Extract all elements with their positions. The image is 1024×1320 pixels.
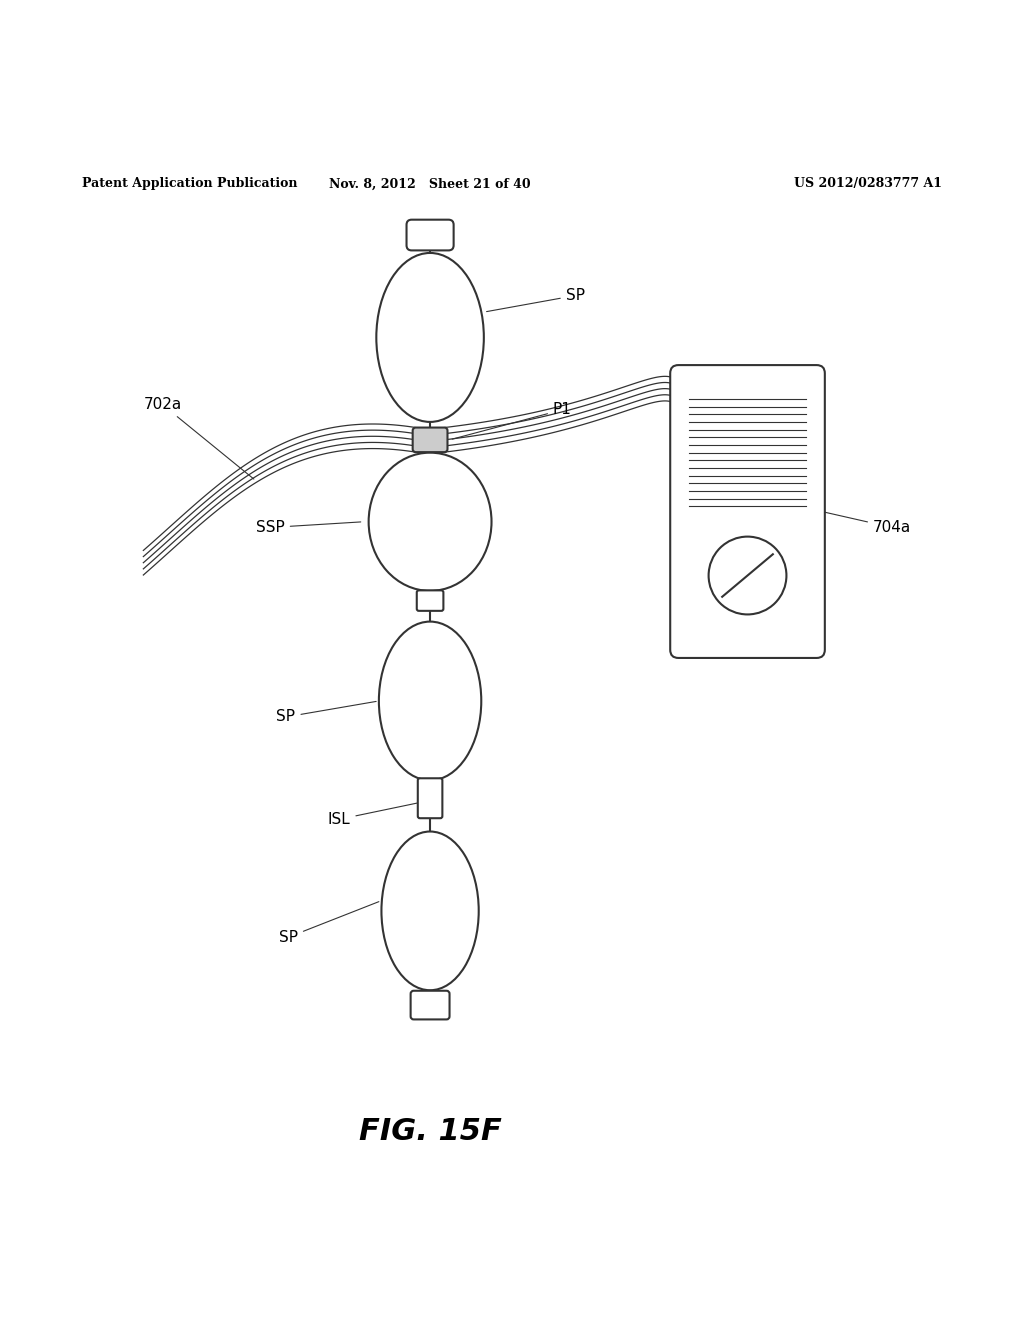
Text: SP: SP xyxy=(276,701,376,725)
Text: 702a: 702a xyxy=(143,397,254,479)
Ellipse shape xyxy=(369,453,492,591)
Text: ISL: ISL xyxy=(328,799,437,826)
Ellipse shape xyxy=(377,253,483,422)
Text: SP: SP xyxy=(486,288,585,312)
FancyBboxPatch shape xyxy=(413,428,447,453)
Text: P1: P1 xyxy=(453,403,571,440)
Text: US 2012/0283777 A1: US 2012/0283777 A1 xyxy=(794,177,942,190)
Text: Patent Application Publication: Patent Application Publication xyxy=(82,177,297,190)
FancyBboxPatch shape xyxy=(418,779,442,818)
Ellipse shape xyxy=(379,622,481,780)
Text: SP: SP xyxy=(279,902,379,945)
Circle shape xyxy=(709,537,786,614)
Text: FIG. 15F: FIG. 15F xyxy=(358,1117,502,1146)
FancyBboxPatch shape xyxy=(407,219,454,251)
Text: SSP: SSP xyxy=(256,520,360,535)
Text: Nov. 8, 2012   Sheet 21 of 40: Nov. 8, 2012 Sheet 21 of 40 xyxy=(330,177,530,190)
FancyBboxPatch shape xyxy=(411,991,450,1019)
Ellipse shape xyxy=(381,832,478,990)
Text: 704a: 704a xyxy=(824,512,911,535)
FancyBboxPatch shape xyxy=(670,366,825,657)
FancyBboxPatch shape xyxy=(417,590,443,611)
